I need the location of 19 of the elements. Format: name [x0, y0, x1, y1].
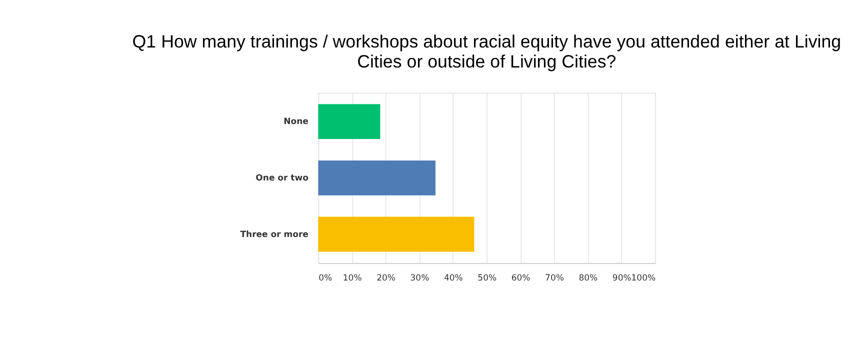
- x-tick-label: 10%: [342, 273, 362, 284]
- y-tick-label: One or two: [256, 173, 309, 184]
- text: Cities or outside of Living Cities?: [357, 51, 616, 72]
- x-tick-label: 0%: [318, 273, 332, 284]
- y-tick-label: Three or more: [240, 230, 309, 240]
- x-tick-label: 40%: [444, 273, 463, 284]
- x-tick-label: 70%: [545, 273, 564, 284]
- x-tick-label: 50%: [478, 273, 497, 284]
- x-tick-label: 80%: [578, 273, 598, 284]
- x-tick-label: 20%: [376, 273, 396, 284]
- bar: [318, 216, 474, 252]
- x-tick-label: 60%: [511, 273, 530, 284]
- bar: [318, 160, 436, 196]
- text: Q1 How many trainings / workshops about racial equity have you attended either at Living: [132, 32, 842, 52]
- x-tick-label: 90%: [612, 273, 632, 284]
- y-tick-label: None: [284, 117, 309, 128]
- bar: [318, 104, 380, 139]
- x-tick-label: 30%: [410, 273, 430, 284]
- x-tick-label: 100%: [631, 273, 656, 284]
